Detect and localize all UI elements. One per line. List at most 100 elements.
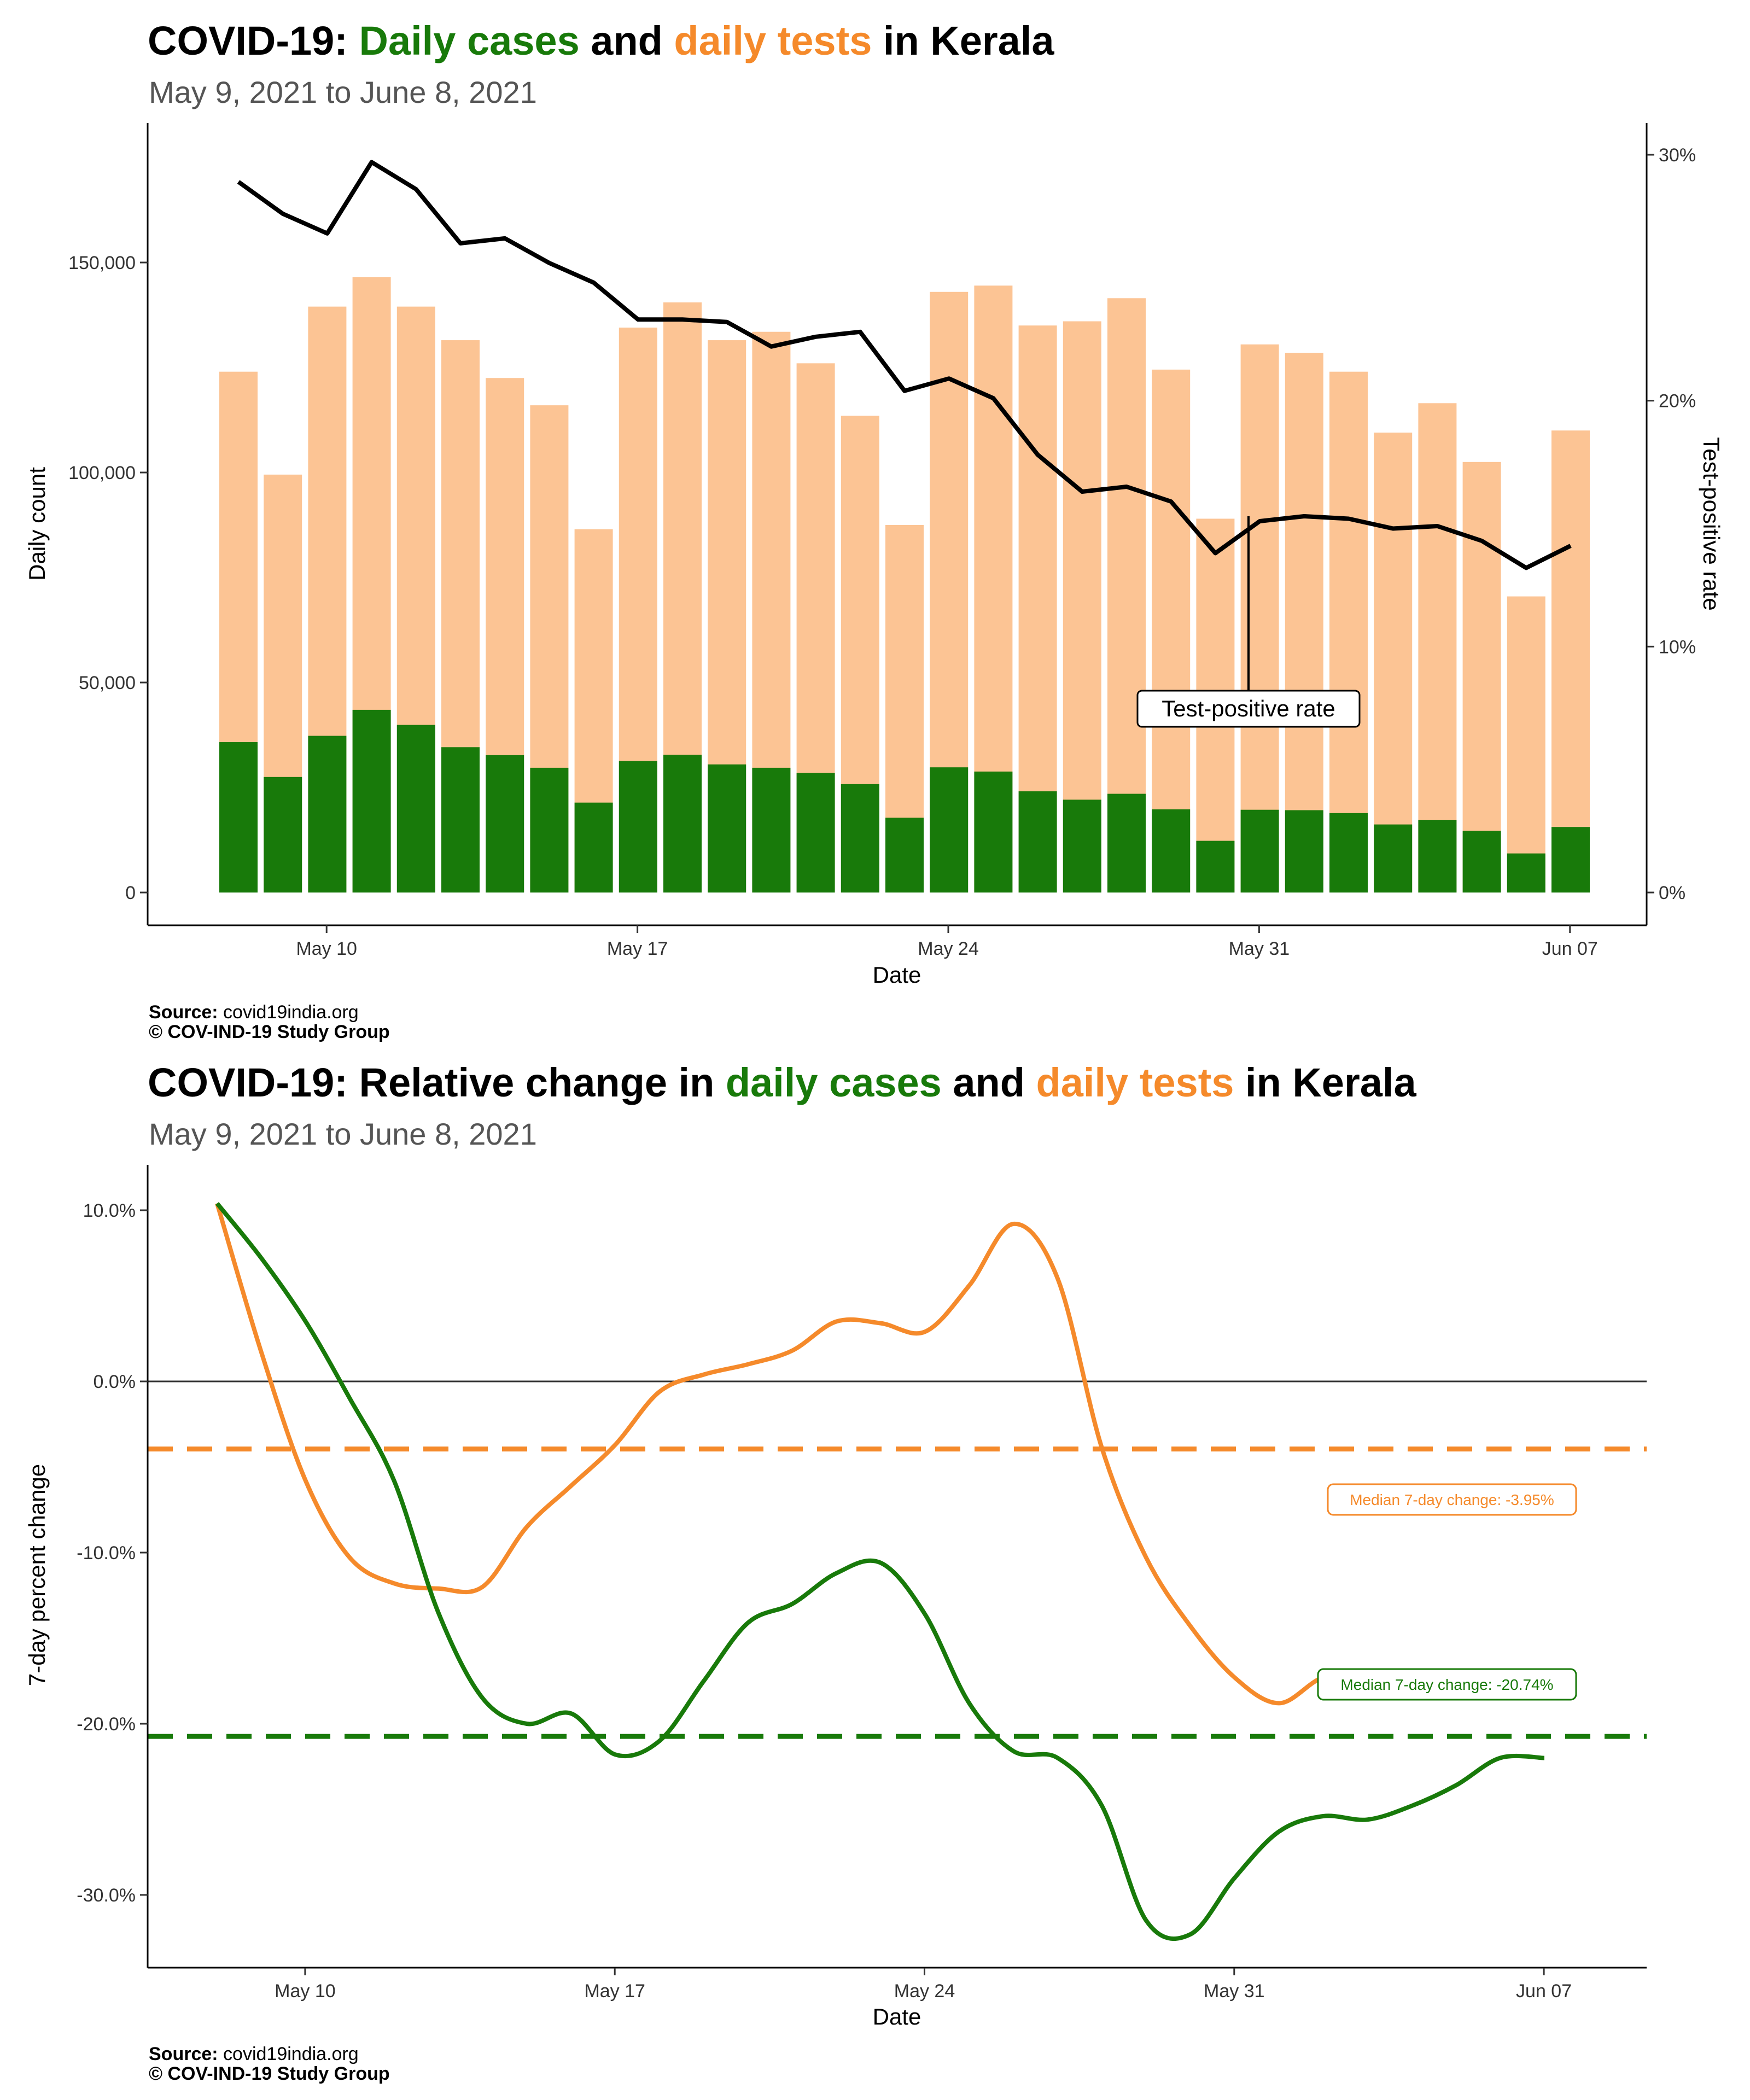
x-tick-label: May 10 (275, 1981, 336, 2002)
chart1-cases-bars (219, 709, 1590, 892)
cases-bar (796, 773, 835, 892)
tests-bar (1285, 353, 1323, 892)
cases-bar (974, 771, 1013, 892)
chart2-y-ticks: 10.0% 0.0% -10.0% -20.0% -30.0% (77, 1200, 148, 1906)
chart2-x-ticks: May 10 May 17 May 24 May 31 Jun 07 (275, 1968, 1572, 2002)
cases-bar (1329, 813, 1368, 892)
cases-bar (619, 761, 657, 892)
chart2-title-cases: daily cases (726, 1060, 942, 1105)
chart1-y2-label: Test-positive rate (1699, 437, 1724, 610)
y-tick-label: 10.0% (83, 1200, 136, 1221)
tests-bar (1063, 321, 1101, 892)
cases-bar (1196, 841, 1235, 892)
cases-bar (441, 747, 480, 892)
y-tick-label: -30.0% (77, 1885, 136, 1906)
chart2-source-value: covid19india.org (223, 2044, 359, 2064)
chart2-source: Source: covid19india.org (149, 2044, 359, 2064)
chart1-title-end: in Kerala (872, 18, 1054, 63)
cases-bar (1418, 820, 1457, 892)
tests-bar (1240, 344, 1279, 892)
tests-bar (1462, 462, 1501, 892)
x-tick-label: May 10 (296, 938, 357, 959)
chart1-annotation-label: Test-positive rate (1162, 696, 1335, 721)
cases-bar (841, 784, 879, 892)
chart2: COVID-19: Relative change in daily cases… (24, 1060, 1647, 2084)
cases-bar (396, 725, 435, 892)
cases-bar (1107, 794, 1146, 892)
tests-bar (1418, 403, 1457, 892)
chart2-title-and: and (942, 1060, 1036, 1105)
tests-bar (1551, 430, 1590, 892)
chart1-source-label: Source: (149, 1002, 218, 1023)
tests-bar (1329, 371, 1368, 892)
chart1: COVID-19: Daily cases and daily tests in… (24, 18, 1724, 1042)
chart1-subtitle: May 9, 2021 to June 8, 2021 (149, 75, 537, 109)
cases-bar (1285, 810, 1323, 892)
chart1-source-value: covid19india.org (223, 1002, 359, 1023)
chart1-annotation-box (1136, 690, 1361, 728)
cases-bar (1240, 809, 1279, 892)
chart2-source-label: Source: (149, 2044, 218, 2064)
tests-bar (1152, 369, 1191, 892)
chart1-title-cases: Daily cases (359, 18, 580, 63)
chart2-title-tests: daily tests (1036, 1060, 1234, 1105)
chart2-median-cases-label: Median 7-day change: -20.74% (1340, 1676, 1553, 1693)
chart2-median-tests-box (1327, 1483, 1577, 1516)
x-tick-label: Jun 07 (1516, 1981, 1572, 2002)
chart2-tests-line (215, 1203, 1544, 1706)
cases-bar (308, 736, 347, 892)
chart1-x-ticks: May 10 May 17 May 24 May 31 Jun 07 (296, 925, 1598, 959)
chart1-y-ticks: 0 50,000 100,000 150,000 (68, 253, 148, 903)
chart2-title: COVID-19: Relative change in daily cases… (148, 1060, 1416, 1105)
chart1-y2-ticks: 0% 10% 20% 30% (1647, 145, 1696, 903)
cases-bar (930, 767, 969, 892)
chart1-title-and: and (580, 18, 674, 63)
cases-bar (1374, 824, 1413, 892)
x-tick-label: May 31 (1229, 938, 1290, 959)
cases-bar (352, 709, 391, 892)
chart1-copyright: © COV-IND-19 Study Group (149, 1022, 390, 1042)
chart1-title: COVID-19: Daily cases and daily tests in… (148, 18, 1054, 63)
chart2-copyright: © COV-IND-19 Study Group (149, 2063, 390, 2084)
y-tick-label: 100,000 (68, 463, 136, 483)
chart2-x-label: Date (873, 2004, 921, 2029)
cases-bar (663, 755, 702, 892)
x-tick-label: May 17 (584, 1981, 645, 2002)
chart2-title-end: in Kerala (1234, 1060, 1416, 1105)
cases-bar (1063, 800, 1101, 892)
y2-tick-label: 10% (1659, 637, 1696, 657)
tests-bar (1107, 298, 1146, 892)
cases-bar (708, 764, 746, 892)
cases-bar (486, 755, 524, 892)
cases-bar (1551, 827, 1590, 892)
chart1-x-label: Date (873, 962, 921, 988)
x-tick-label: May 24 (894, 1981, 955, 2002)
x-tick-label: May 24 (918, 938, 979, 959)
chart2-subtitle: May 9, 2021 to June 8, 2021 (149, 1117, 537, 1151)
y-tick-label: 50,000 (79, 673, 136, 693)
y2-tick-label: 0% (1659, 883, 1685, 903)
cases-bar (1152, 809, 1191, 892)
cases-bar (264, 777, 302, 892)
cases-bar (1507, 853, 1545, 892)
y-tick-label: 0.0% (94, 1372, 136, 1392)
y2-tick-label: 30% (1659, 145, 1696, 166)
cases-bar (574, 802, 613, 892)
chart1-tpr-line (237, 160, 1572, 570)
x-tick-label: May 17 (607, 938, 668, 959)
y2-tick-label: 20% (1659, 391, 1696, 412)
cases-bar (752, 767, 791, 892)
chart1-source: Source: covid19india.org (149, 1002, 359, 1023)
cases-bar (530, 767, 569, 892)
chart2-y-label: 7-day percent change (24, 1464, 50, 1686)
chart2-median-tests-label: Median 7-day change: -3.95% (1350, 1491, 1554, 1508)
cases-bar (1018, 791, 1057, 892)
chart2-median-cases-box (1317, 1668, 1577, 1701)
chart2-cases-line (215, 1201, 1545, 1941)
y-tick-label: 150,000 (68, 253, 136, 273)
chart1-y-label: Daily count (24, 467, 50, 581)
x-tick-label: Jun 07 (1542, 938, 1598, 959)
y-tick-label: -20.0% (77, 1714, 136, 1735)
x-tick-label: May 31 (1204, 1981, 1265, 2002)
